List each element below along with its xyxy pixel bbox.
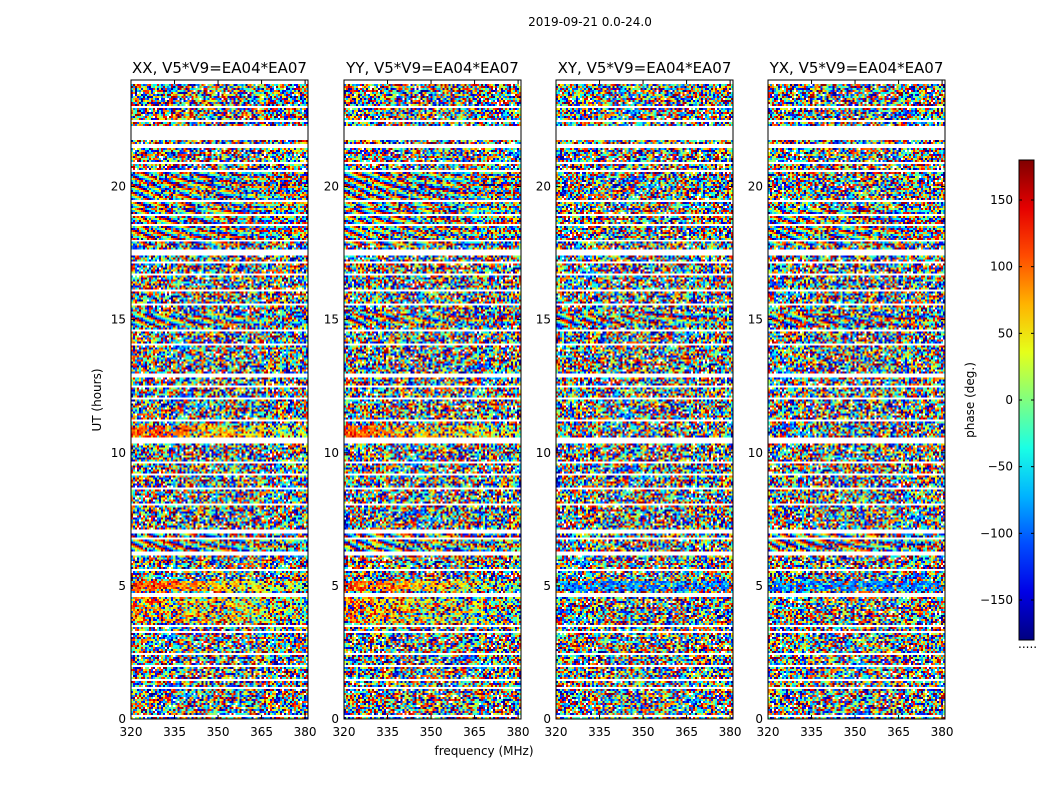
panel-0: XX, V5*V9=EA04*EA07 320 335 350 365 380 0 5 10 15… — [111, 59, 317, 739]
x-tick-label: 380 — [931, 725, 954, 739]
figure-title: 2019-09-21 0.0-24.0 — [528, 15, 652, 29]
x-tick-label: 335 — [588, 725, 611, 739]
colorbar-tick-label: −50 — [988, 460, 1013, 474]
y-tick-label: 10 — [536, 446, 551, 460]
y-tick-label: 20 — [536, 180, 551, 194]
y-tick-label: 0 — [331, 712, 339, 726]
x-tick-label: 335 — [163, 725, 186, 739]
y-tick-label: 5 — [118, 579, 126, 593]
phase-heatmap — [556, 80, 733, 719]
panel-title: YX, V5*V9=EA04*EA07 — [769, 59, 944, 77]
colorbar: 150 100 50 0 −50 −100 −150 phase (deg.) ..... — [963, 159, 1037, 651]
panel-frame — [555, 79, 734, 720]
panel-title: XX, V5*V9=EA04*EA07 — [132, 59, 307, 77]
panel-title: YY, V5*V9=EA04*EA07 — [345, 59, 519, 77]
y-tick-label: 5 — [331, 579, 339, 593]
y-tick-label: 15 — [536, 313, 551, 327]
x-tick-label: 365 — [463, 725, 486, 739]
x-tick-label: 350 — [207, 725, 230, 739]
x-tick-label: 335 — [376, 725, 399, 739]
x-tick-label: 365 — [887, 725, 910, 739]
colorbar-tick-label: 0 — [1005, 393, 1013, 407]
panel-3: YX, V5*V9=EA04*EA07 320 335 350 365 380 0 5 10 15… — [748, 59, 954, 739]
panel-frame — [343, 79, 522, 720]
panel-title: XY, V5*V9=EA04*EA07 — [558, 59, 732, 77]
colorbar-tick-label: −100 — [980, 526, 1013, 540]
y-tick-label: 10 — [324, 446, 339, 460]
y-tick-label: 20 — [324, 180, 339, 194]
x-tick-label: 380 — [294, 725, 317, 739]
x-tick-label: 335 — [800, 725, 823, 739]
x-axis-label: frequency (MHz) — [434, 744, 533, 758]
y-tick-label: 15 — [111, 313, 126, 327]
y-tick-label: 15 — [324, 313, 339, 327]
colorbar-tick-label: 100 — [990, 260, 1013, 274]
x-tick-label: 320 — [120, 725, 143, 739]
y-tick-label: 10 — [748, 446, 763, 460]
colorbar-bottom-note: ..... — [1018, 637, 1037, 651]
x-tick-label: 365 — [675, 725, 698, 739]
panel-frame — [130, 79, 309, 720]
x-tick-label: 380 — [719, 725, 742, 739]
colorbar-tick-label: 50 — [998, 326, 1013, 340]
colorbar-ticks: 150 100 50 0 −50 −100 −150 — [980, 193, 1034, 607]
phase-heatmap — [344, 80, 521, 719]
y-tick-label: 0 — [543, 712, 551, 726]
x-tick-label: 350 — [632, 725, 655, 739]
y-tick-label: 10 — [111, 446, 126, 460]
phase-heatmap — [768, 80, 945, 719]
y-axis-label: UT (hours) — [90, 368, 104, 431]
x-tick-label: 320 — [333, 725, 356, 739]
panels-layer: XX, V5*V9=EA04*EA07 320 335 350 365 380 0 5 10 15… — [111, 59, 954, 739]
x-tick-label: 350 — [420, 725, 443, 739]
y-tick-label: 20 — [111, 180, 126, 194]
colorbar-tick-label: −150 — [980, 593, 1013, 607]
panel-1: YY, V5*V9=EA04*EA07 320 335 350 365 380 0 5 10 15… — [324, 59, 530, 739]
colorbar-tick-label: 150 — [990, 193, 1013, 207]
y-tick-label: 15 — [748, 313, 763, 327]
phase-heatmap — [131, 80, 308, 719]
y-tick-label: 0 — [118, 712, 126, 726]
x-tick-label: 320 — [545, 725, 568, 739]
panel-2: XY, V5*V9=EA04*EA07 320 335 350 365 380 0 5 10 15… — [536, 59, 742, 739]
x-tick-label: 320 — [757, 725, 780, 739]
x-tick-label: 365 — [250, 725, 273, 739]
colorbar-label: phase (deg.) — [963, 362, 977, 438]
x-tick-label: 380 — [507, 725, 530, 739]
y-tick-label: 0 — [755, 712, 763, 726]
y-tick-label: 20 — [748, 180, 763, 194]
x-tick-label: 350 — [844, 725, 867, 739]
panel-frame — [767, 79, 946, 720]
y-tick-label: 5 — [543, 579, 551, 593]
y-tick-label: 5 — [755, 579, 763, 593]
